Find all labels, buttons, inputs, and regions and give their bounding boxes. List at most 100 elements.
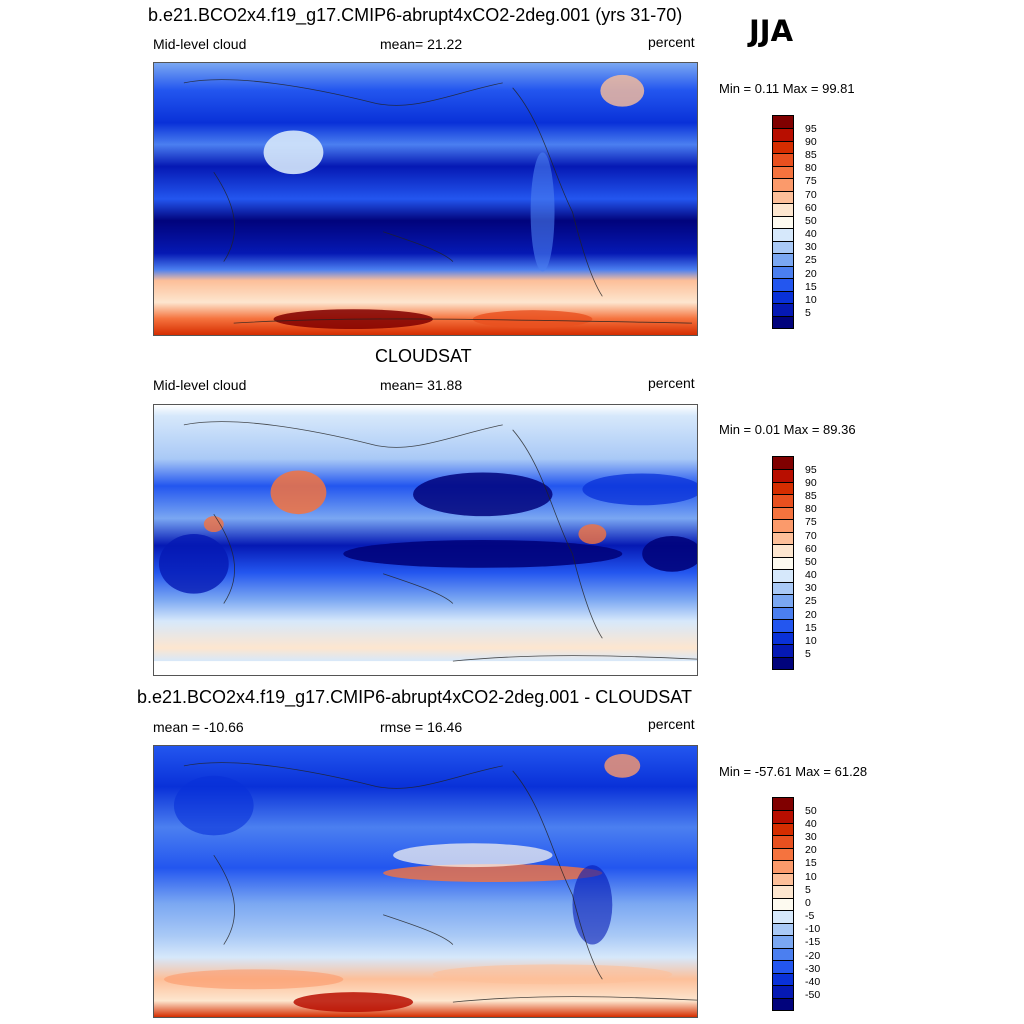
panel-1-mean-label: mean= 21.22 — [380, 36, 463, 52]
panel-1-units-label: percent — [648, 34, 695, 50]
colorbar-tick: 10 — [805, 635, 817, 647]
colorbar-segment — [773, 581, 793, 595]
colorbar-segment — [773, 544, 793, 558]
colorbar-tick: 30 — [805, 241, 817, 253]
colorbar-segment — [773, 469, 793, 483]
colorbar-segment — [773, 531, 793, 545]
colorbar-tick: -15 — [805, 936, 821, 948]
colorbar-tick: 20 — [805, 609, 817, 621]
colorbar-segment — [773, 972, 793, 986]
colorbar-tick: 5 — [805, 884, 811, 896]
colorbar-segment — [773, 519, 793, 533]
colorbar-tick: 0 — [805, 897, 811, 909]
panel-3-map — [153, 745, 698, 1018]
colorbar-segment — [773, 228, 793, 242]
colorbar-segment — [773, 835, 793, 849]
colorbar-segment — [773, 190, 793, 204]
colorbar-tick: -20 — [805, 950, 821, 962]
colorbar-segment — [773, 315, 793, 329]
colorbar-segment — [773, 569, 793, 583]
colorbar-tick: 70 — [805, 189, 817, 201]
colorbar-tick: 40 — [805, 228, 817, 240]
colorbar-segment — [773, 810, 793, 824]
colorbar-segment — [773, 922, 793, 936]
colorbar-segment — [773, 822, 793, 836]
colorbar-segment — [773, 594, 793, 608]
colorbar-tick: 50 — [805, 556, 817, 568]
colorbar-tick: 85 — [805, 149, 817, 161]
panel-3-units-label: percent — [648, 716, 695, 732]
colorbar-tick: 50 — [805, 805, 817, 817]
colorbar-tick: 50 — [805, 215, 817, 227]
colorbar-segment — [773, 494, 793, 508]
panel-3-minmax: Min = -57.61 Max = 61.28 — [719, 764, 868, 779]
colorbar-segment — [773, 556, 793, 570]
colorbar-segment — [773, 619, 793, 633]
colorbar-segment — [773, 278, 793, 292]
panel-2-colorbar — [772, 456, 794, 670]
colorbar-segment — [773, 631, 793, 645]
colorbar-tick: -5 — [805, 910, 815, 922]
colorbar-tick: 80 — [805, 503, 817, 515]
colorbar-tick: 40 — [805, 569, 817, 581]
colorbar-tick: 30 — [805, 582, 817, 594]
colorbar-tick: -10 — [805, 923, 821, 935]
colorbar-tick: 15 — [805, 857, 817, 869]
colorbar-tick: 75 — [805, 175, 817, 187]
panel-1-minmax: Min = 0.11 Max = 99.81 — [719, 81, 855, 96]
colorbar-segment — [773, 947, 793, 961]
colorbar-segment — [773, 798, 793, 811]
panel-1-map — [153, 62, 698, 336]
colorbar-tick: -40 — [805, 976, 821, 988]
colorbar-tick: 20 — [805, 844, 817, 856]
colorbar-segment — [773, 253, 793, 267]
colorbar-tick: 85 — [805, 490, 817, 502]
colorbar-segment — [773, 985, 793, 999]
colorbar-tick: 75 — [805, 516, 817, 528]
colorbar-tick: 60 — [805, 543, 817, 555]
colorbar-tick: 90 — [805, 136, 817, 148]
colorbar-tick: 40 — [805, 818, 817, 830]
colorbar-segment — [773, 457, 793, 470]
colorbar-segment — [773, 165, 793, 179]
colorbar-segment — [773, 935, 793, 949]
panel-2-minmax: Min = 0.01 Max = 89.36 — [719, 422, 856, 437]
colorbar-tick: -50 — [805, 989, 821, 1001]
colorbar-tick: 25 — [805, 254, 817, 266]
colorbar-tick: 95 — [805, 123, 817, 135]
panel-2-title: CLOUDSAT — [375, 346, 472, 366]
colorbar-segment — [773, 997, 793, 1011]
season-label: JJA — [749, 14, 794, 48]
colorbar-tick: 25 — [805, 595, 817, 607]
panel-3-colorbar — [772, 797, 794, 1011]
colorbar-segment — [773, 960, 793, 974]
colorbar-segment — [773, 303, 793, 317]
panel-2-mean-label: mean= 31.88 — [380, 377, 463, 393]
panel-1-title: b.e21.BCO2x4.f19_g17.CMIP6-abrupt4xCO2-2… — [148, 5, 683, 25]
colorbar-tick: 10 — [805, 871, 817, 883]
panel-3-title: b.e21.BCO2x4.f19_g17.CMIP6-abrupt4xCO2-2… — [137, 687, 692, 707]
colorbar-segment — [773, 656, 793, 670]
colorbar-segment — [773, 265, 793, 279]
panel-3-rmse-label: rmse = 16.46 — [380, 719, 463, 735]
colorbar-segment — [773, 290, 793, 304]
colorbar-tick: 5 — [805, 307, 811, 319]
colorbar-segment — [773, 153, 793, 167]
colorbar-segment — [773, 872, 793, 886]
colorbar-tick: 60 — [805, 202, 817, 214]
colorbar-segment — [773, 506, 793, 520]
colorbar-segment — [773, 606, 793, 620]
panel-1-variable-label: Mid-level cloud — [153, 36, 247, 52]
colorbar-segment — [773, 203, 793, 217]
colorbar-tick: 90 — [805, 477, 817, 489]
colorbar-tick: -30 — [805, 963, 821, 975]
panel-3-mean-label: mean = -10.66 — [153, 719, 244, 735]
colorbar-tick: 95 — [805, 464, 817, 476]
colorbar-segment — [773, 481, 793, 495]
colorbar-segment — [773, 860, 793, 874]
colorbar-segment — [773, 140, 793, 154]
panel-2-variable-label: Mid-level cloud — [153, 377, 247, 393]
colorbar-segment — [773, 910, 793, 924]
colorbar-tick: 30 — [805, 831, 817, 843]
colorbar-tick: 10 — [805, 294, 817, 306]
